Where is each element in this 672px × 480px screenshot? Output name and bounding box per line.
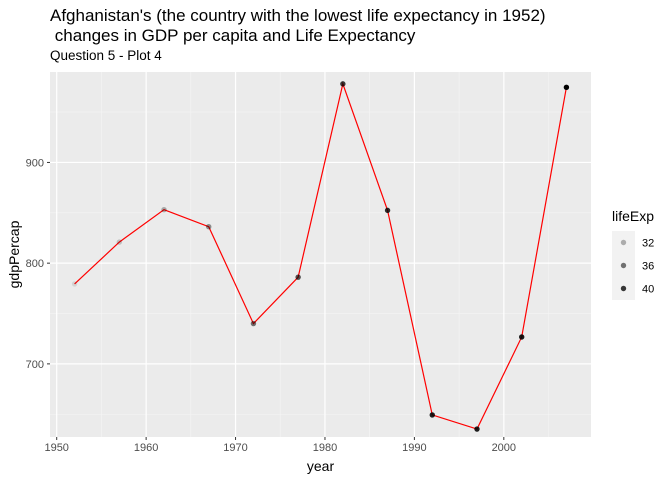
y-tick-label: 800	[26, 258, 44, 270]
data-point	[429, 412, 435, 418]
y-tick-label: 900	[26, 157, 44, 169]
data-point	[474, 426, 480, 432]
plot-panel	[50, 72, 591, 437]
legend-label: 36	[642, 261, 654, 273]
data-point	[206, 224, 212, 230]
x-axis-title: year	[307, 458, 335, 474]
x-tick-label: 1970	[223, 442, 247, 454]
x-tick-label: 1960	[134, 442, 158, 454]
data-point	[116, 239, 123, 245]
data-point	[340, 81, 346, 87]
data-point	[563, 84, 570, 91]
legend-title: lifeExp	[612, 208, 654, 224]
y-tick-label: 700	[26, 359, 44, 371]
data-point	[518, 334, 525, 340]
chart-title: Afghanistan's (the country with the lowe…	[50, 6, 546, 45]
x-tick-label: 1990	[402, 442, 426, 454]
data-point	[384, 207, 391, 214]
x-tick-label: 2000	[492, 442, 516, 454]
chart-subtitle: Question 5 - Plot 4	[50, 48, 162, 63]
major-gridlines	[50, 72, 591, 437]
axis-ticks: 1950 1960 1970 1980 1990 2000 700 800 900	[26, 157, 516, 454]
x-tick-label: 1950	[44, 442, 68, 454]
data-point	[71, 281, 78, 287]
legend-key-point	[620, 285, 627, 292]
series-line	[74, 81, 567, 430]
legend-key-point	[620, 239, 627, 246]
legend-label: 32	[642, 238, 654, 250]
x-tick-label: 1980	[313, 442, 337, 454]
y-axis-title: gdpPercap	[6, 220, 22, 288]
gdp-series	[71, 81, 570, 432]
legend-key	[612, 231, 635, 254]
legend-key-point	[620, 262, 627, 269]
legend-label: 40	[642, 284, 654, 296]
legend: lifeExp 32 36 40	[612, 208, 654, 300]
data-point	[161, 206, 167, 213]
data-point	[250, 320, 257, 327]
data-point	[295, 274, 301, 280]
minor-gridlines	[50, 72, 591, 437]
